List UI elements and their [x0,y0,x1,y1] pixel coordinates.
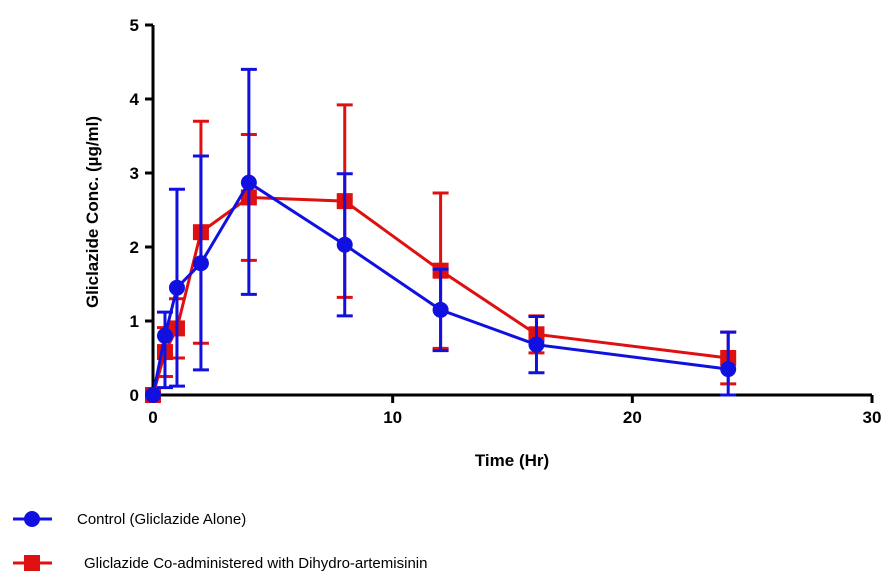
data-point [168,279,185,296]
data-point [240,174,257,191]
series-layer [145,67,737,403]
data-point [145,387,161,403]
legend-label: Gliclazide Co-administered with Dihydro-… [84,555,427,572]
legend-marker-circle [24,511,40,527]
data-point [720,361,737,378]
y-tick-label: 0 [130,386,139,405]
axes: 0 10 20 30 0 1 2 3 4 5 [130,16,882,427]
legend-marker-square [24,555,40,571]
y-tick-label: 3 [130,164,139,183]
y-tick-label: 5 [130,16,139,35]
y-axis-label: Gliclazide Conc. (µg/ml) [83,116,102,308]
data-point [156,327,173,344]
x-tick-label: 10 [383,408,402,427]
y-tick-label: 4 [130,90,140,109]
data-point [336,236,353,253]
legend-item-control: Control (Gliclazide Alone) [13,511,246,528]
data-point [528,336,545,353]
x-tick-label: 30 [863,408,882,427]
legend: Control (Gliclazide Alone) Gliclazide Co-… [13,511,427,572]
x-tick-label: 20 [623,408,642,427]
y-tick-label: 2 [130,238,139,257]
y-tick-label: 1 [130,312,139,331]
data-point [192,255,209,272]
series-control [145,67,737,403]
x-tick-label: 0 [148,408,157,427]
legend-item-co-administered: Gliclazide Co-administered with Dihydro-… [13,555,427,572]
legend-label: Control (Gliclazide Alone) [77,511,246,528]
x-axis-label: Time (Hr) [475,451,549,470]
data-point [432,301,449,318]
